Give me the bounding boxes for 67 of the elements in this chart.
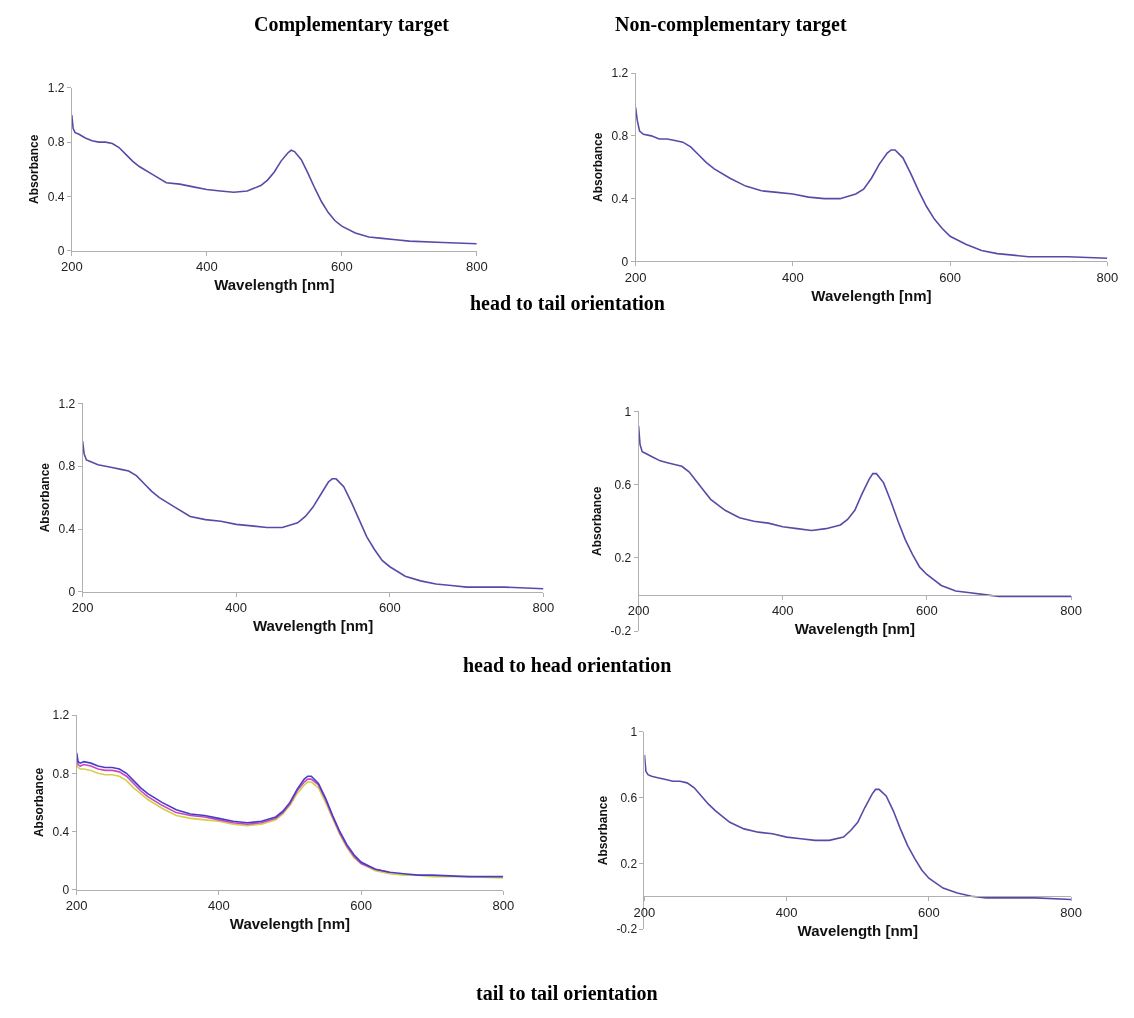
y-tick-label: 0 <box>57 243 65 258</box>
y-tick-label: 0 <box>62 882 70 897</box>
x-tick-label: 600 <box>330 259 353 275</box>
y-tick-label: 0.6 <box>614 477 632 492</box>
x-tick-label: 800 <box>1060 603 1082 619</box>
y-axis-title: Absorbance <box>590 132 605 202</box>
x-tick-label: 400 <box>195 259 218 275</box>
line-series <box>71 114 477 245</box>
x-tick-label: 800 <box>1060 904 1082 920</box>
x-tick-label: 800 <box>1096 270 1119 286</box>
x-tick-label: 400 <box>225 600 248 616</box>
y-axis-title: Absorbance <box>31 767 46 838</box>
y-tick-label: 0.2 <box>614 551 632 566</box>
y-tick-label: 0 <box>621 254 629 269</box>
x-axis-title: Wavelength [nm] <box>797 921 918 939</box>
y-tick-label: -0.2 <box>610 624 632 639</box>
y-tick-label: 0.4 <box>58 522 76 537</box>
x-tick-label: 200 <box>627 603 650 619</box>
x-tick-label: 200 <box>71 600 94 616</box>
text: tail to tail orientation <box>476 982 658 1004</box>
x-tick-label: 400 <box>771 603 794 619</box>
x-axis-title: Wavelength [nm] <box>214 276 335 294</box>
y-tick-label: 0.4 <box>52 824 70 839</box>
y-tick-label: 1.2 <box>611 66 629 81</box>
x-tick-label: 600 <box>939 270 961 286</box>
x-axis-title: Wavelength [nm] <box>794 620 915 638</box>
y-axis-title: Absorbance <box>37 462 52 533</box>
x-tick-label: 600 <box>378 600 401 616</box>
x-tick-label: 400 <box>782 270 804 286</box>
line-series <box>638 425 1072 598</box>
x-tick-label: 200 <box>624 270 647 286</box>
y-axis-title: Absorbance <box>595 795 610 866</box>
x-tick-label: 200 <box>65 898 88 914</box>
chart-title: Complementary target <box>254 13 450 36</box>
x-tick-label: 400 <box>775 904 798 920</box>
x-tick-label: 200 <box>633 904 656 920</box>
y-tick-label: 0.2 <box>620 856 638 871</box>
x-tick-label: 600 <box>917 904 940 920</box>
x-tick-label: 200 <box>60 259 83 275</box>
x-axis-title: Wavelength [nm] <box>811 287 932 305</box>
y-tick-label: 0.4 <box>47 189 65 204</box>
x-axis-title: Wavelength [nm] <box>229 915 351 933</box>
x-tick-label: 600 <box>916 603 938 619</box>
y-tick-label: -0.2 <box>616 922 638 937</box>
y-tick-label: 0.8 <box>47 135 65 150</box>
y-tick-label: 0 <box>68 585 76 600</box>
x-tick-label: 800 <box>465 259 488 275</box>
y-tick-label: 1.2 <box>47 81 65 96</box>
y-tick-label: 1 <box>624 404 632 419</box>
y-tick-label: 1 <box>630 725 638 740</box>
chart-title: Non-complementary target <box>615 13 847 36</box>
y-tick-label: 0.8 <box>611 129 629 144</box>
x-axis-title: Wavelength [nm] <box>252 617 374 635</box>
y-tick-label: 1.2 <box>58 396 76 411</box>
x-tick-label: 800 <box>532 600 555 616</box>
x-tick-label: 800 <box>492 898 515 914</box>
y-tick-label: 0.6 <box>620 790 638 805</box>
y-axis-title: Absorbance <box>27 134 42 204</box>
y-tick-label: 0.8 <box>52 766 70 781</box>
y-tick-label: 0.8 <box>58 459 76 474</box>
y-tick-label: 1.2 <box>52 708 70 723</box>
x-tick-label: 600 <box>350 898 372 914</box>
x-tick-label: 400 <box>208 898 230 914</box>
text: head to head orientation <box>463 654 672 676</box>
y-tick-label: 0.4 <box>611 191 629 206</box>
y-axis-title: Absorbance <box>589 486 604 557</box>
text: head to tail orientation <box>470 292 665 314</box>
